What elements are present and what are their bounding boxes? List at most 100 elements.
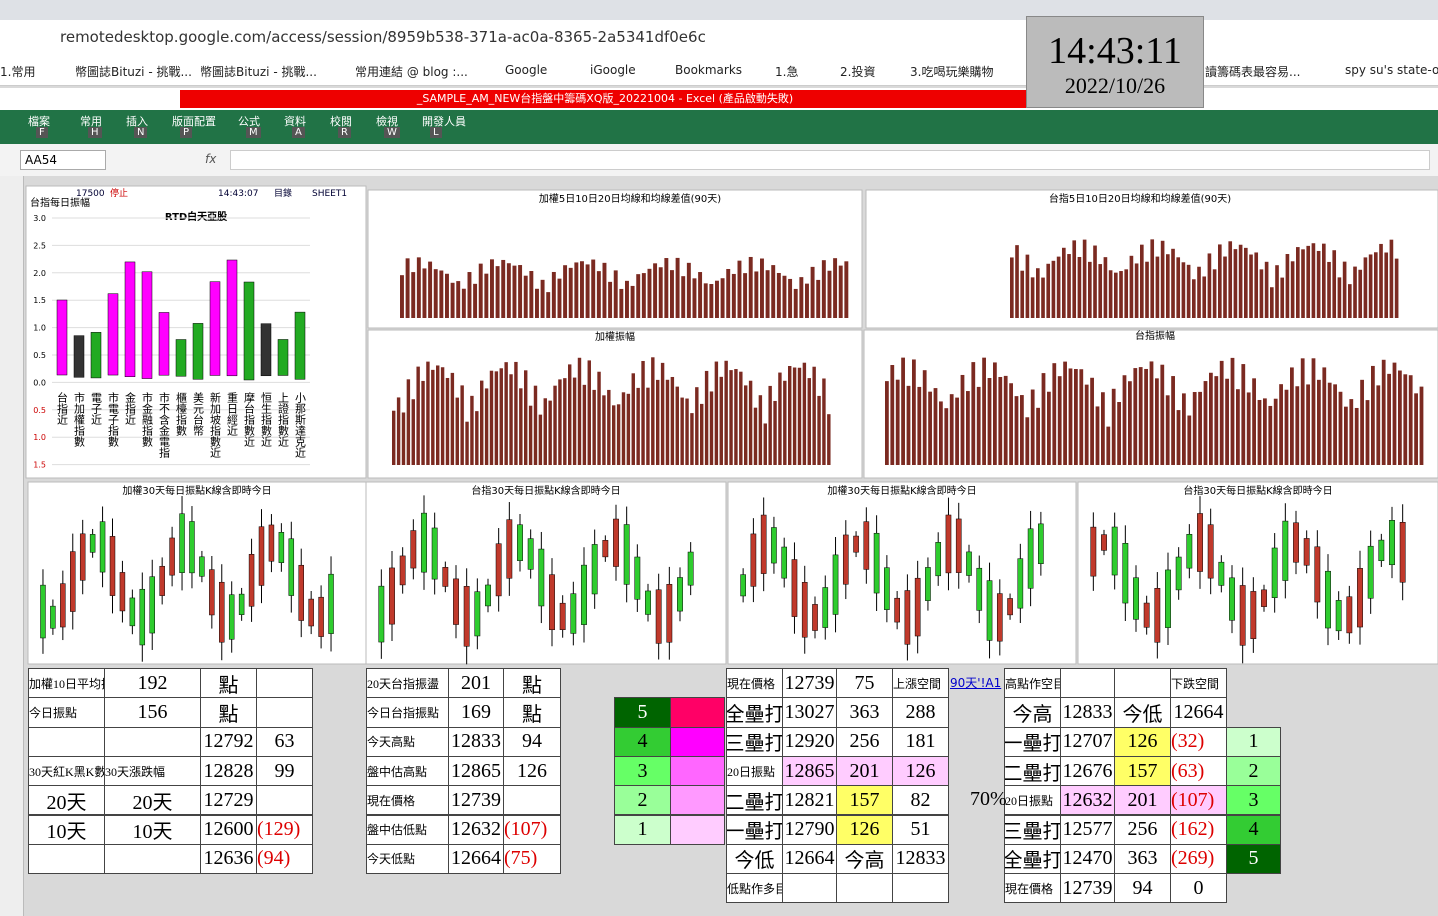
table-cell[interactable]: 82 <box>892 785 949 816</box>
table-cell[interactable]: 今低 <box>726 843 783 875</box>
table-cell[interactable]: 12833 <box>892 843 949 875</box>
table-cell[interactable]: 三壘打 <box>726 726 783 757</box>
table-cell[interactable]: 高點作空目標價 <box>1004 668 1061 699</box>
table-cell[interactable]: 12739 <box>448 785 504 816</box>
formula-input[interactable] <box>230 150 1430 170</box>
table-cell[interactable] <box>256 785 313 816</box>
ribbon-tab[interactable]: 檔案 <box>28 115 50 128</box>
table-cell[interactable]: 上漲空間 <box>892 668 949 699</box>
table-cell[interactable]: 12729 <box>200 785 257 816</box>
table-cell[interactable]: 12821 <box>782 785 837 816</box>
ribbon-tab[interactable]: 公式 <box>238 115 260 128</box>
table-cell[interactable]: (32) <box>1170 726 1227 757</box>
table-cell[interactable]: 10天 <box>28 814 105 845</box>
table-cell[interactable]: 12664 <box>782 843 837 875</box>
table-cell[interactable]: 126 <box>892 755 949 787</box>
bookmark[interactable]: 幣圖誌Bituzi - 挑戰... <box>200 65 317 79</box>
table-cell[interactable] <box>104 843 201 875</box>
table-cell[interactable] <box>836 873 893 904</box>
table-cell[interactable]: (107) <box>1170 785 1227 816</box>
table-cell[interactable]: 0 <box>1170 873 1227 904</box>
table-cell[interactable]: 12664 <box>448 843 504 875</box>
ribbon-tab[interactable]: 檢視 <box>376 115 398 128</box>
table-cell[interactable]: 3 <box>1226 785 1281 816</box>
table-cell[interactable]: 20天 <box>28 785 105 816</box>
table-cell[interactable]: 363 <box>1114 843 1171 875</box>
table-cell[interactable] <box>256 668 313 699</box>
table-cell[interactable]: 94 <box>503 726 561 757</box>
ribbon-tab[interactable]: 開發人員 <box>422 115 466 128</box>
table-cell[interactable]: 157 <box>836 785 893 816</box>
table-cell[interactable]: 低點作多目標價 <box>726 873 783 904</box>
table-cell[interactable]: 201 <box>1114 785 1171 816</box>
table-cell[interactable]: (63) <box>1170 755 1227 787</box>
table-cell[interactable]: 下跌空間 <box>1170 668 1227 699</box>
table-cell[interactable]: 20日振點 <box>726 755 783 787</box>
table-cell[interactable]: 99 <box>256 755 313 787</box>
table-cell[interactable]: 12739 <box>782 668 837 699</box>
bookmark[interactable]: 1.常用 <box>0 65 36 79</box>
table-cell[interactable] <box>670 697 725 728</box>
table-cell[interactable]: 盤中估低點 <box>366 814 449 845</box>
table-cell[interactable] <box>1060 668 1115 699</box>
table-cell[interactable]: 256 <box>1114 814 1171 845</box>
table-cell[interactable] <box>892 873 949 904</box>
table-cell[interactable]: 13027 <box>782 697 837 728</box>
table-cell[interactable]: 12790 <box>782 814 837 845</box>
table-cell[interactable]: 三壘打 <box>1004 814 1061 845</box>
table-cell[interactable]: 20日振點 <box>1004 785 1061 816</box>
table-cell[interactable]: 10天 <box>104 814 201 845</box>
table-cell[interactable]: (162) <box>1170 814 1227 845</box>
table-cell[interactable]: 30天漲跌幅 <box>104 755 201 787</box>
bookmark[interactable]: Bookmarks <box>675 63 743 77</box>
table-cell[interactable]: 12865 <box>448 755 504 787</box>
bookmark[interactable]: 2.投資 <box>840 65 876 79</box>
table-cell[interactable]: 今低 <box>1114 697 1171 728</box>
table-cell[interactable]: 二壘打 <box>726 785 783 816</box>
table-cell[interactable]: (75) <box>503 843 561 875</box>
bookmark[interactable]: 3.吃喝玩樂購物 <box>910 65 994 79</box>
table-cell[interactable]: 今日振點 <box>28 697 105 728</box>
table-cell[interactable] <box>104 726 201 757</box>
bookmark[interactable]: spy su's state-of <box>1345 63 1438 77</box>
table-cell[interactable]: 12833 <box>448 726 504 757</box>
table-cell[interactable] <box>670 785 725 816</box>
table-cell[interactable]: 94 <box>1114 873 1171 904</box>
table-cell[interactable]: 現在價格 <box>1004 873 1061 904</box>
table-cell[interactable]: 12632 <box>1060 785 1115 816</box>
table-cell[interactable]: 現在價格 <box>366 785 449 816</box>
table-cell[interactable]: 3 <box>614 755 671 787</box>
table-cell[interactable] <box>503 785 561 816</box>
table-cell[interactable]: 現在價格 <box>726 668 783 699</box>
table-cell[interactable]: 12792 <box>200 726 257 757</box>
table-cell[interactable]: 12676 <box>1060 755 1115 787</box>
table-cell[interactable]: 今高 <box>836 843 893 875</box>
table-cell[interactable]: 12920 <box>782 726 837 757</box>
table-cell[interactable]: 盤中估高點 <box>366 755 449 787</box>
table-cell[interactable]: 一壘打 <box>1004 726 1061 757</box>
table-cell[interactable] <box>670 726 725 757</box>
bookmark[interactable]: 幣圖誌Bituzi - 挑戰... <box>75 65 192 79</box>
table-cell[interactable]: 1 <box>1226 726 1281 757</box>
table-cell[interactable]: 20天台指振盪 <box>366 668 449 699</box>
table-cell[interactable]: 1 <box>614 814 671 845</box>
table-cell[interactable]: 51 <box>892 814 949 845</box>
table-cell[interactable]: 全壘打 <box>1004 843 1061 875</box>
bookmark[interactable]: iGoogle <box>590 63 636 77</box>
table-cell[interactable]: 201 <box>836 755 893 787</box>
cell-link[interactable]: 90天'!A1 <box>950 676 1002 690</box>
table-cell[interactable]: 2 <box>614 785 671 816</box>
table-cell[interactable]: 5 <box>1226 843 1281 875</box>
table-cell[interactable]: 加權10日平均振點 <box>28 668 105 699</box>
table-cell[interactable]: 201 <box>448 668 504 699</box>
table-cell[interactable]: 192 <box>104 668 201 699</box>
table-cell[interactable] <box>28 843 105 875</box>
table-cell[interactable] <box>1114 668 1171 699</box>
table-cell[interactable]: 126 <box>503 755 561 787</box>
table-cell[interactable]: 12828 <box>200 755 257 787</box>
bookmark[interactable]: Google <box>505 63 548 77</box>
ribbon-tab[interactable]: 校閱 <box>330 115 352 128</box>
fx-button[interactable]: fx <box>205 152 217 166</box>
table-cell[interactable] <box>670 755 725 787</box>
bookmark[interactable]: 1.急 <box>775 65 799 79</box>
